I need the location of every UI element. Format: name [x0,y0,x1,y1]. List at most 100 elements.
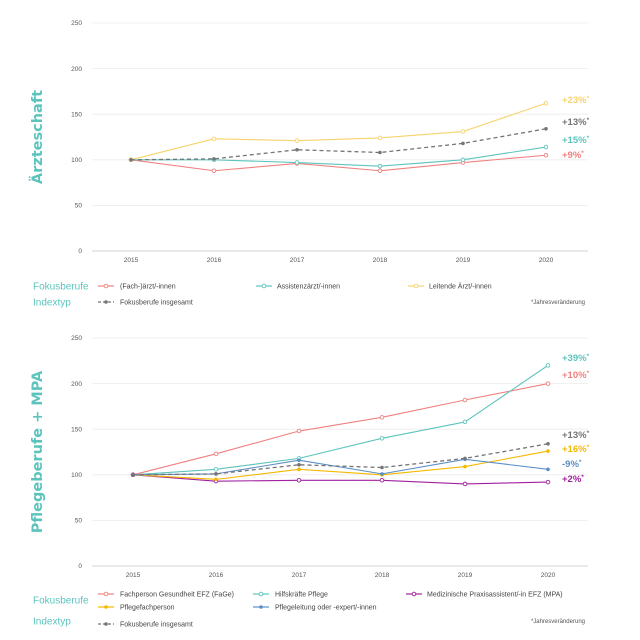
change-label: +10%* [562,370,590,381]
series-pflegefachperson: +16%* [131,444,590,482]
series-line [130,154,547,172]
series-fach-rzt-innen: +9%* [128,150,584,173]
data-point [296,428,302,434]
change-label: +13%* [562,117,590,128]
data-point [297,462,301,467]
legend-item: Pflegeleitung oder -expert/-innen [253,604,377,611]
change-value: -9% [562,459,579,470]
legend-label: Hilfskräfte Pflege [275,591,328,598]
data-point [214,477,218,482]
data-point [546,467,550,472]
y-tick-label: 50 [75,203,83,210]
data-point [545,381,551,386]
legend-label: Pflegefachperson [120,604,175,611]
data-point [544,126,548,131]
data-point [462,481,468,487]
y-tick-label: 200 [71,66,82,73]
legend-label: Fokusberufe insgesamt [120,621,193,628]
footnote-marker: * [581,474,584,481]
series-line [132,364,549,476]
legend-label: Assistenzärzt/-innen [277,283,340,290]
data-point [546,441,550,446]
legend-marker [411,591,417,597]
data-point [295,147,299,152]
change-label: +9%* [562,150,584,161]
data-point [378,150,382,155]
index-heading: Indextyp [33,617,71,628]
data-point [377,163,383,169]
legend-item: Leitende Ärzt/-innen [408,282,492,290]
data-point [379,415,385,420]
legend-marker [261,283,267,289]
x-tick-label: 2015 [124,257,139,264]
legend: Fokusberufe Indextyp (Fach-)ärzt/-innen Ass… [33,282,585,309]
y-tick-label: 150 [71,426,82,433]
data-point [294,138,300,143]
legend-item: (Fach-)ärzt/-innen [98,283,176,290]
legend-marker [258,591,264,597]
footnote-marker: * [587,95,590,102]
footnote-marker: * [587,430,590,437]
data-point [460,129,466,134]
data-point [463,456,467,461]
footnote-marker: * [579,459,582,466]
legend-marker [104,622,108,626]
series-leitende-rzt-innen: +23%* [128,95,590,163]
data-point [545,479,551,485]
legend-item: Fokusberufe insgesamt [98,299,193,306]
footnote: *Jahresveränderung [531,619,585,625]
data-point [131,473,135,477]
y-tick-label: 150 [71,111,82,118]
x-tick-label: 2015 [126,572,141,579]
legend-label: Fokusberufe insgesamt [120,299,193,306]
data-point [379,436,385,441]
legend-marker [259,605,263,609]
data-point [546,449,550,453]
legend-label: Fachperson Gesundheit EFZ (FaGe) [120,591,234,598]
legend-marker [103,283,109,289]
data-point [462,419,468,425]
change-label: +2%* [562,474,584,485]
change-label: +39%* [562,353,590,364]
footnote: *Jahresveränderung [531,300,585,306]
legend: Fokusberufe Indextyp Fachperson Gesundheit… [33,591,585,628]
legend-label: Leitende Ärzt/-innen [429,282,492,290]
data-point [379,478,385,483]
y-tick-label: 200 [71,381,82,388]
footnote-marker: * [587,353,590,360]
data-point [545,363,551,368]
data-point [543,101,549,106]
x-tick-label: 2017 [292,572,307,579]
data-point [543,152,549,158]
data-point [294,160,300,165]
legend-marker [104,300,108,304]
x-tick-label: 2019 [456,257,471,264]
data-point [212,157,216,161]
data-point [377,168,383,173]
x-tick-label: 2016 [209,572,224,579]
x-tick-label: 2016 [207,257,222,264]
series-fokusberufe-insgesamt: +13%* [131,430,590,477]
x-tick-label: 2017 [290,257,305,264]
x-tick-label: 2018 [375,572,390,579]
series-line [132,458,549,476]
legend-item: Hilfskräfte Pflege [253,591,328,598]
section-title: Ärzteschaft [29,90,46,184]
data-point [297,467,301,472]
legend-item: Fachperson Gesundheit EFZ (FaGe) [98,591,234,598]
legend-heading: Fokusberufe [33,282,89,293]
data-point [214,472,218,476]
y-tick-label: 250 [71,335,82,342]
y-tick-label: 0 [78,563,82,570]
data-point [460,157,466,163]
index-heading: Indextyp [33,298,71,309]
change-value: +9% [562,150,582,161]
legend-marker [413,283,419,289]
change-value: +13% [562,430,587,441]
y-tick-label: 50 [75,518,83,525]
footnote-marker: * [581,150,584,157]
legend-heading: Fokusberufe [33,596,89,607]
footnote-marker: * [587,117,590,124]
change-label: +23%* [562,95,590,106]
